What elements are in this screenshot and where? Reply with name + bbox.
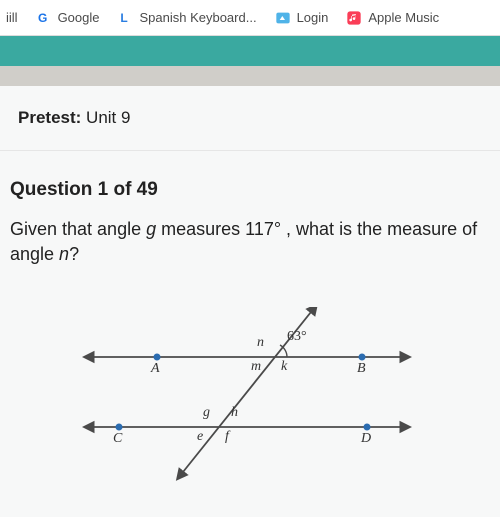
- question-wrap: Question 1 of 49 Given that angle g meas…: [0, 151, 500, 487]
- angle-k-label: k: [281, 359, 287, 375]
- point-C-label: C: [113, 431, 122, 447]
- cloud-icon: [275, 10, 291, 26]
- prompt-text: Given that angle: [10, 219, 146, 239]
- prompt-angle-g: g: [146, 219, 156, 239]
- angle-h-label: h: [231, 405, 238, 421]
- prompt-text: ?: [69, 244, 79, 264]
- pretest-header: Pretest: Unit 9: [0, 86, 500, 151]
- prompt-angle-n: n: [59, 244, 69, 264]
- question-prompt: Given that angle g measures 117° , what …: [10, 217, 484, 267]
- angle-f-label: f: [225, 429, 229, 445]
- point-D-label: D: [361, 431, 371, 447]
- pretest-label: Pretest:: [18, 108, 81, 127]
- bookmark-label: Spanish Keyboard...: [139, 10, 256, 25]
- bookmark-login[interactable]: Login: [275, 10, 329, 26]
- angle-m-label: m: [251, 359, 261, 375]
- angle-g-label: g: [203, 405, 210, 421]
- point-B-label: B: [357, 361, 366, 377]
- question-counter: Question 1 of 49: [10, 179, 484, 201]
- angle-63-label: 63°: [287, 329, 307, 345]
- bookmarks-bar: iill G Google L Spanish Keyboard... Logi…: [0, 0, 500, 36]
- bookmark-label: Google: [58, 10, 100, 25]
- pretest-unit: Unit 9: [86, 108, 130, 127]
- bookmark-iill[interactable]: iill: [6, 10, 18, 25]
- svg-text:G: G: [38, 11, 47, 25]
- music-icon: [346, 10, 362, 26]
- figure-svg: [77, 307, 417, 487]
- angle-figure: A B C D 63° n m k g h e f: [77, 307, 417, 487]
- angle-e-label: e: [197, 429, 203, 445]
- bookmark-apple-music[interactable]: Apple Music: [346, 10, 439, 26]
- bookmark-spanish[interactable]: L Spanish Keyboard...: [117, 10, 256, 26]
- point-A-label: A: [151, 361, 160, 377]
- l-icon: L: [117, 10, 133, 26]
- bookmark-label: Apple Music: [368, 10, 439, 25]
- bookmark-label: iill: [6, 10, 18, 25]
- bookmark-google[interactable]: G Google: [36, 10, 100, 26]
- svg-text:L: L: [121, 11, 128, 25]
- site-header-bar: [0, 36, 500, 66]
- bookmark-label: Login: [297, 10, 329, 25]
- angle-n-label: n: [257, 335, 264, 351]
- google-icon: G: [36, 10, 52, 26]
- content-card: Pretest: Unit 9 Question 1 of 49 Given t…: [0, 86, 500, 517]
